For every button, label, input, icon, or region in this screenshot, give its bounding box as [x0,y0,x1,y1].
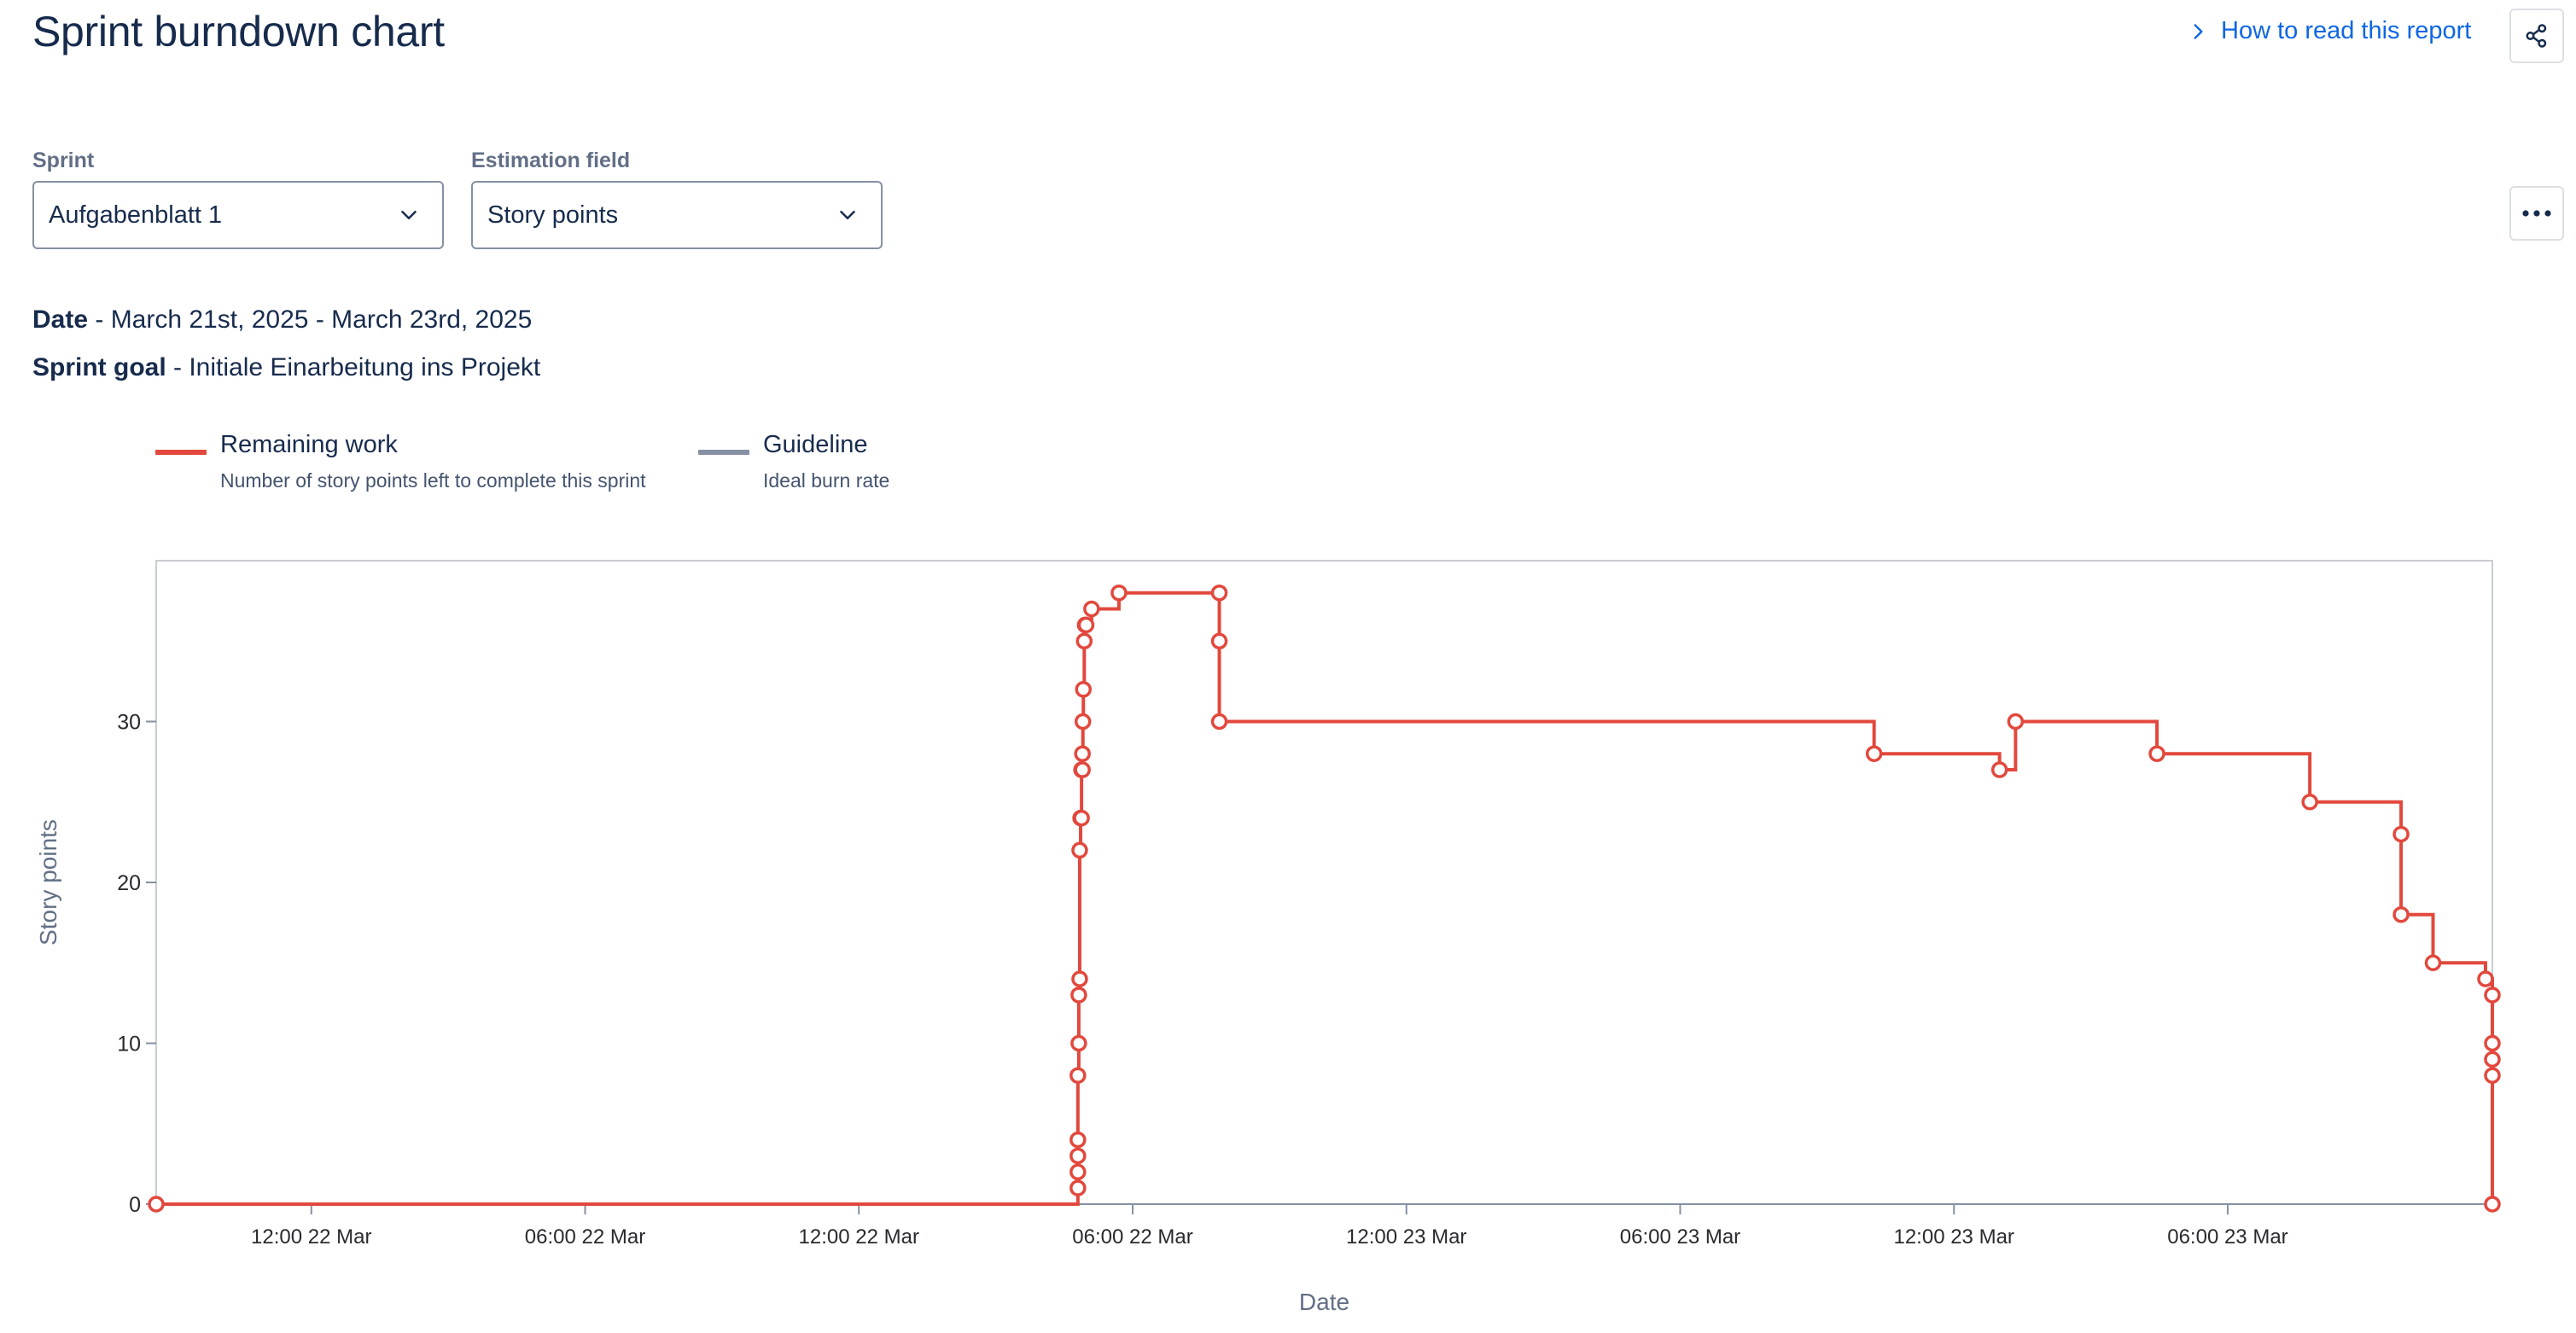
data-point [1069,1147,1087,1165]
how-to-read-link[interactable]: How to read this report [2187,17,2471,45]
date-label: Date [32,306,89,334]
data-point [2484,1196,2501,1213]
legend-title-remaining: Remaining work [220,431,398,458]
y-tick-label: 0 [129,1193,141,1217]
y-axis-title: Story points [35,819,61,946]
legend-guideline[interactable]: Guideline Ideal burn rate [698,431,889,492]
data-point [1110,584,1128,602]
more-horizontal-icon [2522,210,2551,217]
data-point [2392,825,2410,843]
sprint-goal-label: Sprint goal [32,353,166,381]
data-point [2484,1067,2501,1084]
x-axis-title: Date [1299,1289,1349,1315]
data-point [2424,954,2442,971]
x-tick-label: 06:00 23 Mar [2167,1225,2288,1249]
more-actions-button[interactable] [2509,186,2564,241]
data-point [1073,761,1090,778]
data-point [1070,1034,1087,1052]
series-line-remaining-work [156,591,2494,1206]
page-title: Sprint burndown chart [32,8,445,55]
data-point [2484,987,2501,1004]
x-tick-label: 06:00 22 Mar [525,1225,645,1249]
y-tick-label: 10 [117,1033,141,1057]
legend-desc-guideline: Ideal burn rate [763,469,890,492]
legend-swatch-guideline [698,450,749,455]
x-tick-label: 12:00 22 Mar [251,1225,371,1249]
estimation-field-label: Estimation field [471,148,631,172]
sprint-date-line: Date - March 21st, 2025 - March 23rd, 20… [32,306,532,335]
chevron-down-icon [840,211,855,219]
data-point [148,1196,165,1213]
data-point [1076,616,1094,634]
sprint-select-value: Aufgabenblatt 1 [49,201,223,229]
data-point [1210,632,1228,649]
legend-remaining-work[interactable]: Remaining work Number of story points le… [155,431,646,492]
data-point [1210,713,1228,731]
plot-area-frame [155,560,2493,1205]
data-point [2484,1051,2501,1068]
y-tick-label: 20 [117,871,141,895]
x-tick-label: 12:00 23 Mar [1893,1225,2014,1249]
legend-title-guideline: Guideline [763,431,868,458]
data-point [2484,1034,2501,1052]
share-icon [2526,24,2547,48]
y-tick-label: 30 [117,711,141,735]
data-point [1077,616,1095,634]
data-point [1865,745,1883,762]
data-point [1071,841,1088,859]
data-point [1069,1067,1087,1084]
data-point [1074,761,1091,778]
data-point [2477,970,2494,987]
share-button[interactable] [2509,9,2564,63]
data-point [1075,632,1093,649]
data-point [2392,905,2410,923]
x-tick-label: 06:00 22 Mar [1072,1225,1192,1249]
data-point [1070,987,1087,1004]
data-point [1072,809,1089,827]
data-point [1069,1163,1087,1181]
x-tick-label: 12:00 23 Mar [1346,1225,1466,1249]
data-point [1069,1131,1087,1149]
data-point [2301,794,2318,811]
date-value: - March 21st, 2025 - March 23rd, 2025 [88,306,533,334]
data-point [1075,681,1092,698]
legend-swatch-remaining [155,450,207,455]
chevron-down-icon [401,211,417,219]
data-point [1074,713,1092,731]
legend-desc-remaining: Number of story points left to complete … [220,469,646,492]
estimation-select-value: Story points [487,201,619,229]
data-point [1069,1179,1087,1196]
data-point [2148,745,2165,762]
data-point [1073,809,1090,827]
sprint-label: Sprint [32,148,95,172]
data-point [1990,761,2008,778]
data-point [1071,970,1088,987]
data-point [1074,745,1091,762]
estimation-field-select[interactable]: Story points [471,181,883,249]
sprint-goal-line: Sprint goal - Initiale Einarbeitung ins … [32,353,540,382]
sprint-goal-value: - Initiale Einarbeitung ins Projekt [166,353,541,381]
sprint-select[interactable]: Aufgabenblatt 1 [32,181,444,249]
x-tick-label: 06:00 23 Mar [1620,1225,1740,1249]
how-to-read-label: How to read this report [2221,17,2472,44]
data-point [1083,600,1100,618]
x-tick-label: 12:00 22 Mar [799,1225,919,1249]
chevron-right-icon [2194,23,2203,39]
data-point [2007,713,2025,731]
data-point [1210,584,1228,602]
